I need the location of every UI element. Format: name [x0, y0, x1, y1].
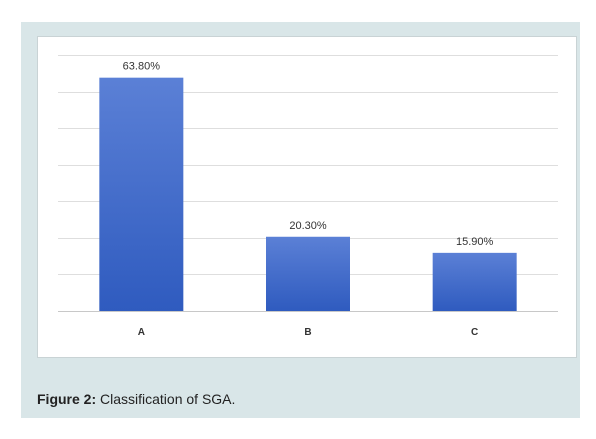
data-label-b: 20.30% — [289, 220, 327, 232]
bars — [99, 77, 517, 311]
x-axis-ticks: A B C — [138, 327, 479, 338]
bar-a — [99, 77, 184, 311]
data-labels: 63.80% 20.30% 15.90% — [123, 61, 494, 248]
bar-c — [432, 252, 517, 311]
x-tick-label-a: A — [138, 327, 145, 338]
figure-caption: Figure 2: Classification of SGA. — [37, 391, 235, 407]
caption-text: Classification of SGA. — [96, 391, 236, 407]
chart-panel: 63.80% 20.30% 15.90% A B C — [37, 36, 577, 358]
data-label-c: 15.90% — [456, 236, 494, 248]
figure-container: 63.80% 20.30% 15.90% A B C Figure 2: Classif… — [21, 22, 580, 418]
x-tick-label-b: B — [304, 327, 311, 338]
data-label-a: 63.80% — [123, 61, 161, 73]
caption-label: Figure 2: — [37, 391, 97, 407]
bar-b — [266, 236, 350, 311]
x-tick-label-c: C — [471, 327, 478, 338]
bar-chart: 63.80% 20.30% 15.90% A B C — [58, 55, 558, 338]
